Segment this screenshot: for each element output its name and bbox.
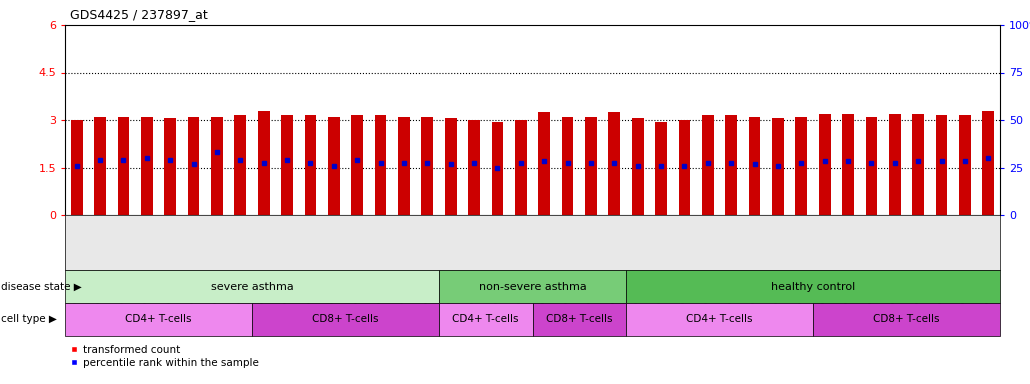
Bar bbox=[141, 117, 152, 215]
Bar bbox=[165, 118, 176, 215]
Text: GDS4425 / 237897_at: GDS4425 / 237897_at bbox=[70, 8, 208, 21]
Bar bbox=[351, 115, 363, 215]
Legend: transformed count, percentile rank within the sample: transformed count, percentile rank withi… bbox=[70, 345, 259, 367]
Bar bbox=[71, 120, 82, 215]
Bar bbox=[626, 303, 813, 336]
Bar bbox=[585, 117, 596, 215]
Bar bbox=[983, 111, 994, 215]
Bar bbox=[252, 303, 439, 336]
Bar bbox=[609, 112, 620, 215]
Bar bbox=[539, 112, 550, 215]
Bar bbox=[959, 115, 971, 215]
Bar bbox=[819, 114, 830, 215]
Bar bbox=[626, 270, 1000, 303]
Bar bbox=[749, 117, 760, 215]
Bar bbox=[375, 115, 386, 215]
Bar bbox=[631, 118, 644, 215]
Bar bbox=[533, 303, 626, 336]
Bar bbox=[515, 120, 526, 215]
Text: severe asthma: severe asthma bbox=[210, 281, 294, 291]
Bar bbox=[117, 117, 130, 215]
Text: healthy control: healthy control bbox=[770, 281, 855, 291]
Bar bbox=[865, 117, 878, 215]
Bar bbox=[813, 303, 1000, 336]
Text: non-severe asthma: non-severe asthma bbox=[479, 281, 586, 291]
Bar bbox=[889, 114, 900, 215]
Bar bbox=[258, 111, 270, 215]
Bar bbox=[305, 115, 316, 215]
Bar bbox=[65, 303, 252, 336]
Bar bbox=[187, 117, 200, 215]
Bar bbox=[561, 117, 574, 215]
Bar bbox=[795, 117, 808, 215]
Bar bbox=[421, 117, 434, 215]
Bar bbox=[94, 117, 106, 215]
Text: CD8+ T-cells: CD8+ T-cells bbox=[312, 314, 379, 324]
Bar bbox=[328, 117, 340, 215]
Bar bbox=[843, 114, 854, 215]
Bar bbox=[65, 270, 439, 303]
Bar bbox=[469, 120, 480, 215]
Text: CD4+ T-cells: CD4+ T-cells bbox=[452, 314, 519, 324]
Bar bbox=[439, 303, 533, 336]
Bar bbox=[725, 115, 737, 215]
Text: CD8+ T-cells: CD8+ T-cells bbox=[546, 314, 613, 324]
Bar bbox=[281, 115, 293, 215]
Bar bbox=[935, 115, 948, 215]
Bar bbox=[491, 122, 504, 215]
Bar bbox=[445, 118, 456, 215]
Bar bbox=[702, 115, 714, 215]
Bar bbox=[679, 120, 690, 215]
Text: CD4+ T-cells: CD4+ T-cells bbox=[126, 314, 192, 324]
Bar bbox=[398, 117, 410, 215]
Bar bbox=[913, 114, 924, 215]
Bar bbox=[211, 117, 222, 215]
Bar bbox=[655, 122, 666, 215]
Bar bbox=[772, 118, 784, 215]
Bar bbox=[439, 270, 626, 303]
Text: CD4+ T-cells: CD4+ T-cells bbox=[686, 314, 753, 324]
Text: disease state ▶: disease state ▶ bbox=[1, 281, 81, 291]
Bar bbox=[235, 115, 246, 215]
Text: CD8+ T-cells: CD8+ T-cells bbox=[873, 314, 939, 324]
Text: cell type ▶: cell type ▶ bbox=[1, 314, 57, 324]
